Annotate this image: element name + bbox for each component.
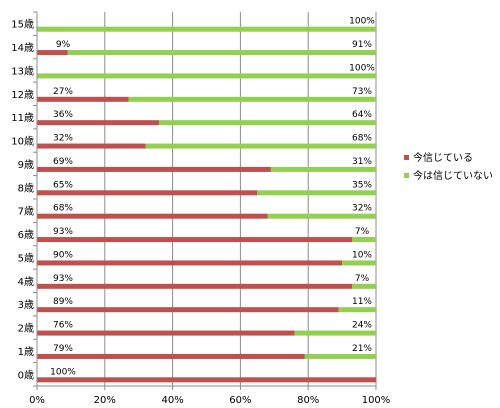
bar-not-believe bbox=[37, 73, 376, 79]
category-label: 1歳 bbox=[18, 346, 34, 358]
bar-not-believe bbox=[267, 213, 376, 219]
data-label-believe: 36% bbox=[53, 110, 73, 120]
category-labels: 0歳 1歳 2歳 3歳 4歳 5歳 6歳 7歳 8歳 9歳 10歳 11歳 12歳 13歳 14歳 15歳 bbox=[11, 19, 34, 382]
bar-not-believe bbox=[352, 283, 376, 289]
category-label: 7歳 bbox=[18, 206, 34, 218]
category-label: 8歳 bbox=[18, 182, 34, 194]
x-tick-labels: 0% 20% 40% 60% 80% 100% bbox=[29, 395, 390, 406]
data-label-not-believe: 64% bbox=[352, 110, 372, 120]
data-label-believe: 93% bbox=[53, 274, 73, 284]
bar-believe bbox=[37, 377, 376, 383]
category-label: 3歳 bbox=[18, 299, 34, 311]
category-label: 15歳 bbox=[11, 19, 34, 31]
category-label: 14歳 bbox=[11, 42, 34, 54]
x-tick-label: 100% bbox=[362, 395, 391, 406]
bar-believe bbox=[37, 283, 353, 289]
data-label-not-believe: 21% bbox=[352, 344, 372, 354]
legend-swatch bbox=[404, 173, 409, 178]
bar-not-believe bbox=[342, 260, 376, 266]
data-label-not-believe: 100% bbox=[349, 63, 375, 73]
category-label: 13歳 bbox=[11, 65, 34, 77]
data-label-believe: 89% bbox=[53, 297, 73, 307]
data-label-believe: 27% bbox=[53, 87, 73, 97]
bar-believe bbox=[37, 353, 305, 359]
bar-not-believe bbox=[37, 26, 376, 32]
data-label-not-believe: 24% bbox=[352, 321, 372, 331]
data-label-not-believe: 11% bbox=[352, 297, 372, 307]
bar-not-believe bbox=[294, 330, 376, 336]
category-label: 9歳 bbox=[18, 159, 34, 171]
bar-believe bbox=[37, 307, 339, 313]
bar-not-believe bbox=[338, 307, 376, 313]
x-tick-label: 0% bbox=[29, 395, 45, 406]
category-label: 6歳 bbox=[18, 229, 34, 241]
data-label-believe: 90% bbox=[53, 250, 73, 260]
legend-label: 今信じている bbox=[413, 151, 473, 164]
data-label-not-believe: 73% bbox=[352, 87, 372, 97]
data-label-believe: 93% bbox=[53, 227, 73, 237]
bar-not-believe bbox=[159, 120, 376, 126]
category-label: 10歳 bbox=[11, 136, 34, 148]
bar-believe bbox=[37, 166, 271, 172]
data-label-not-believe: 7% bbox=[355, 227, 370, 237]
data-label-not-believe: 91% bbox=[352, 40, 372, 50]
legend-swatch bbox=[404, 155, 409, 160]
category-label: 4歳 bbox=[18, 276, 34, 288]
data-label-believe: 100% bbox=[50, 367, 76, 377]
bar-believe bbox=[37, 96, 129, 102]
category-label: 0歳 bbox=[18, 369, 34, 381]
data-label-not-believe: 7% bbox=[355, 274, 370, 284]
bar-believe bbox=[37, 120, 160, 126]
bar-believe bbox=[37, 330, 295, 336]
data-label-not-believe: 32% bbox=[352, 204, 372, 214]
x-tick-label: 20% bbox=[94, 395, 116, 406]
bar-not-believe bbox=[128, 96, 376, 102]
data-label-believe: 68% bbox=[53, 204, 73, 214]
data-label-not-believe: 31% bbox=[352, 157, 372, 167]
category-label: 12歳 bbox=[11, 89, 34, 101]
bar-believe bbox=[37, 260, 343, 266]
bar-believe bbox=[37, 237, 353, 243]
data-label-believe: 9% bbox=[56, 40, 71, 50]
data-label-not-believe: 68% bbox=[352, 134, 372, 144]
bars: 100% 79% 21% 76% 24% 89% 11% 93% 7% 90% 10% 93% 7% 68… bbox=[37, 17, 376, 383]
category-label: 11歳 bbox=[11, 112, 34, 124]
data-label-not-believe: 10% bbox=[352, 250, 372, 260]
legend-label: 今は信じていない bbox=[413, 169, 493, 182]
bar-not-believe bbox=[257, 190, 376, 196]
bar-believe bbox=[37, 143, 146, 149]
bar-believe bbox=[37, 213, 268, 219]
bar-believe bbox=[37, 50, 68, 56]
data-label-not-believe: 35% bbox=[352, 180, 372, 190]
data-label-believe: 69% bbox=[53, 157, 73, 167]
bar-believe bbox=[37, 190, 258, 196]
bar-not-believe bbox=[67, 50, 376, 56]
axes bbox=[33, 11, 377, 390]
data-label-believe: 65% bbox=[53, 180, 73, 190]
bar-not-believe bbox=[145, 143, 376, 149]
x-tick-label: 60% bbox=[229, 395, 251, 406]
data-label-believe: 32% bbox=[53, 134, 73, 144]
category-label: 5歳 bbox=[18, 252, 34, 264]
category-label: 2歳 bbox=[18, 323, 34, 335]
bar-not-believe bbox=[352, 237, 376, 243]
plot-area bbox=[37, 12, 376, 386]
x-tick-label: 40% bbox=[161, 395, 183, 406]
data-label-believe: 76% bbox=[53, 321, 73, 331]
bar-not-believe bbox=[270, 166, 376, 172]
data-label-believe: 79% bbox=[53, 344, 73, 354]
bar-not-believe bbox=[304, 353, 376, 359]
x-tick-label: 80% bbox=[297, 395, 319, 406]
data-label-not-believe: 100% bbox=[349, 17, 375, 27]
